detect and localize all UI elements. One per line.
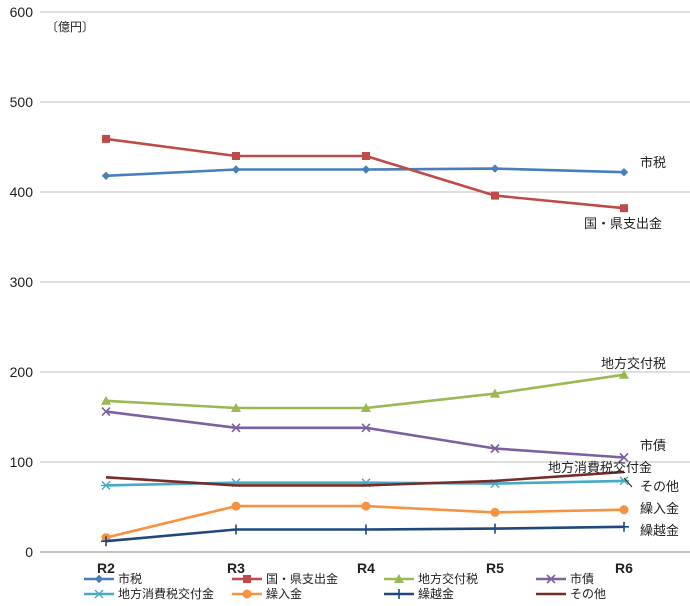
data-point-5-1: [231, 501, 241, 511]
data-point-6-0: [101, 536, 111, 547]
data-point-3-4: [619, 452, 629, 463]
data-point-6-4: [619, 521, 629, 532]
legend-swatch-marker-4: [94, 589, 104, 599]
data-point-2-0: [101, 395, 111, 405]
data-point-1-3: [491, 191, 499, 200]
legend-label-3: 市債: [570, 571, 594, 586]
series-end-label-1: 国・県支出金: [584, 216, 662, 232]
data-point-4-4: [619, 476, 629, 486]
data-point-5-2: [361, 501, 371, 511]
series-line-5: [105, 504, 625, 539]
data-point-0-0: [101, 171, 111, 180]
leader-line-sonota: [623, 477, 633, 488]
y-tick-label-200: 200: [10, 364, 34, 380]
series-end-label-3: 市債: [640, 438, 666, 454]
data-point-6-3: [490, 523, 500, 534]
legend-swatch-marker-5: [242, 589, 252, 599]
legend-swatch-marker-0: [94, 574, 104, 584]
y-tick-label-500: 500: [10, 94, 34, 110]
legend-label-6: 繰越金: [418, 586, 454, 601]
data-point-0-1: [231, 165, 241, 174]
series-end-label-6: 繰越金: [640, 523, 679, 539]
data-point-3-1: [231, 423, 241, 433]
x-tick-label-R3: R3: [227, 560, 245, 576]
legend-label-5: 繰入金: [266, 586, 302, 601]
series-end-label-2: 地方交付税: [601, 356, 666, 372]
data-point-3-2: [361, 423, 371, 433]
y-tick-label-600: 600: [10, 4, 34, 20]
data-point-1-0: [102, 134, 110, 143]
data-point-3-3: [490, 443, 500, 454]
series-end-label-0: 市税: [640, 155, 666, 171]
legend-swatch-marker-3: [546, 574, 556, 584]
legend-label-1: 国・県支出金: [266, 571, 338, 586]
legend-label-0: 市税: [118, 571, 142, 586]
y-tick-label-0: 0: [25, 544, 33, 560]
data-point-5-4: [619, 505, 629, 515]
y-tick-label-400: 400: [10, 184, 34, 200]
legend-label-4: 地方消費税交付金: [118, 586, 214, 601]
y-tick-label-100: 100: [10, 454, 34, 470]
data-point-6-2: [361, 524, 371, 535]
data-point-2-1: [231, 403, 241, 412]
x-tick-label-R5: R5: [486, 560, 504, 576]
unit-label: 〔億円〕: [46, 20, 94, 34]
data-point-3-0: [101, 407, 111, 417]
series-line-1: [105, 137, 625, 210]
x-tick-label-R2: R2: [97, 560, 115, 576]
legend-swatch-marker-2: [394, 574, 404, 583]
data-point-6-1: [231, 524, 241, 535]
data-point-0-4: [619, 168, 629, 177]
x-tick-label-R6: R6: [615, 560, 633, 576]
data-point-1-4: [620, 204, 628, 213]
series-line-7: [105, 470, 625, 487]
data-point-0-2: [361, 165, 371, 174]
series-line-3: [105, 410, 625, 459]
series-end-label-5: 繰入金: [640, 501, 679, 517]
legend-label-2: 地方交付税: [418, 571, 478, 586]
data-point-2-2: [361, 403, 371, 412]
x-tick-label-R4: R4: [357, 560, 375, 576]
series-line-2: [105, 373, 625, 410]
series-end-label-7: その他: [640, 480, 679, 495]
y-tick-label-300: 300: [10, 274, 34, 290]
data-point-1-1: [232, 152, 240, 160]
data-point-2-3: [490, 388, 500, 398]
data-point-1-2: [362, 152, 370, 160]
data-point-5-3: [490, 507, 500, 517]
data-point-2-4: [619, 369, 629, 379]
legend-swatch-marker-6: [394, 589, 404, 599]
data-point-4-0: [101, 480, 111, 490]
legend-label-7: その他: [570, 587, 606, 601]
series-end-label-4: 地方消費税交付金: [548, 460, 652, 476]
data-point-0-3: [490, 164, 500, 173]
legend-swatch-marker-1: [243, 575, 251, 583]
